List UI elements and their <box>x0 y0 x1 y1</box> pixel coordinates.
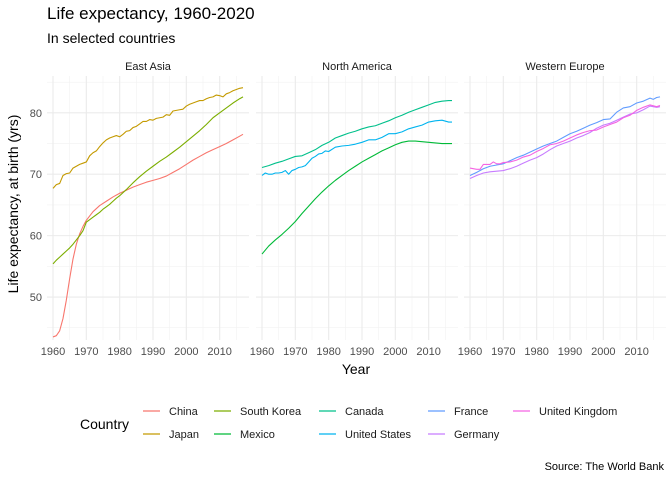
legend-label: Germany <box>454 429 500 441</box>
x-tick-label: 1970 <box>283 346 307 358</box>
series-line-france <box>469 96 661 176</box>
legend-label: Canada <box>345 406 384 418</box>
legend-item-united-states: United States <box>319 429 412 441</box>
series-line-united-kingdom <box>469 104 661 170</box>
x-tick-label: 2010 <box>416 346 440 358</box>
legend-label: France <box>454 406 488 418</box>
x-tick-label: 1960 <box>41 346 65 358</box>
legend-label: China <box>169 406 199 418</box>
panel-north-america: North America 1960 1970 1980 1990 2000 2010 <box>250 61 458 358</box>
legend-label: Japan <box>169 429 199 441</box>
x-tick-label: 1960 <box>458 346 482 358</box>
series-line-united-states <box>261 119 452 176</box>
legend-item-france: France <box>428 406 488 418</box>
y-tick-label: 70 <box>30 169 42 181</box>
x-tick-label: 1990 <box>141 346 165 358</box>
legend-item-japan: Japan <box>143 429 199 441</box>
legend-item-united-kingdom: United Kingdom <box>513 406 617 418</box>
legend: Country China Japan South Korea Mexico Canad… <box>80 406 617 441</box>
series-line-germany <box>469 105 661 180</box>
panel-western-europe: Western Europe 1960 1970 1980 1990 2000 2010 <box>458 61 666 358</box>
x-tick-label: 2010 <box>624 346 648 358</box>
x-tick-label: 1990 <box>350 346 374 358</box>
x-tick-label: 2000 <box>174 346 198 358</box>
x-tick-label: 1990 <box>558 346 582 358</box>
panel-east-asia: East Asia 1960 1970 1980 1990 2000 2010 50 60 70 8… <box>30 61 249 358</box>
series-line-canada <box>261 100 452 169</box>
legend-item-canada: Canada <box>319 406 384 418</box>
legend-label: South Korea <box>240 406 302 418</box>
facet-panels: East Asia 1960 1970 1980 1990 2000 2010 50 60 70 8… <box>30 61 666 358</box>
chart-subtitle: In selected countries <box>47 30 175 46</box>
chart-title: Life expectancy, 1960-2020 <box>47 4 255 23</box>
x-tick-label: 2000 <box>591 346 615 358</box>
facet-strip-label: North America <box>322 61 393 73</box>
x-axis-label: Year <box>342 361 371 377</box>
legend-item-germany: Germany <box>428 429 500 441</box>
legend-item-mexico: Mexico <box>214 429 275 441</box>
y-axis-label: Life expectancy, at birth (yrs) <box>5 115 21 294</box>
legend-item-south-korea: South Korea <box>214 406 302 418</box>
series-line-mexico <box>261 140 452 255</box>
y-tick-label: 80 <box>30 108 42 120</box>
x-tick-label: 1980 <box>316 346 340 358</box>
facet-strip-label: Western Europe <box>525 61 604 73</box>
y-tick-label: 60 <box>30 231 42 243</box>
chart-caption: Source: The World Bank <box>545 461 665 473</box>
series-line-china <box>52 133 244 338</box>
x-tick-label: 1980 <box>524 346 548 358</box>
facet-strip-label: East Asia <box>125 61 172 73</box>
x-tick-label: 2000 <box>383 346 407 358</box>
legend-label: Mexico <box>240 429 275 441</box>
y-tick-label: 50 <box>30 292 42 304</box>
x-tick-label: 1960 <box>250 346 274 358</box>
legend-item-china: China <box>143 406 199 418</box>
legend-label: United States <box>345 429 412 441</box>
x-tick-label: 1970 <box>491 346 515 358</box>
x-tick-label: 1980 <box>107 346 131 358</box>
series-line-japan <box>52 87 244 189</box>
series-line-south-korea <box>52 96 244 265</box>
x-tick-label: 1970 <box>74 346 98 358</box>
x-tick-label: 2010 <box>207 346 231 358</box>
legend-label: United Kingdom <box>539 406 617 418</box>
legend-title: Country <box>80 416 129 432</box>
